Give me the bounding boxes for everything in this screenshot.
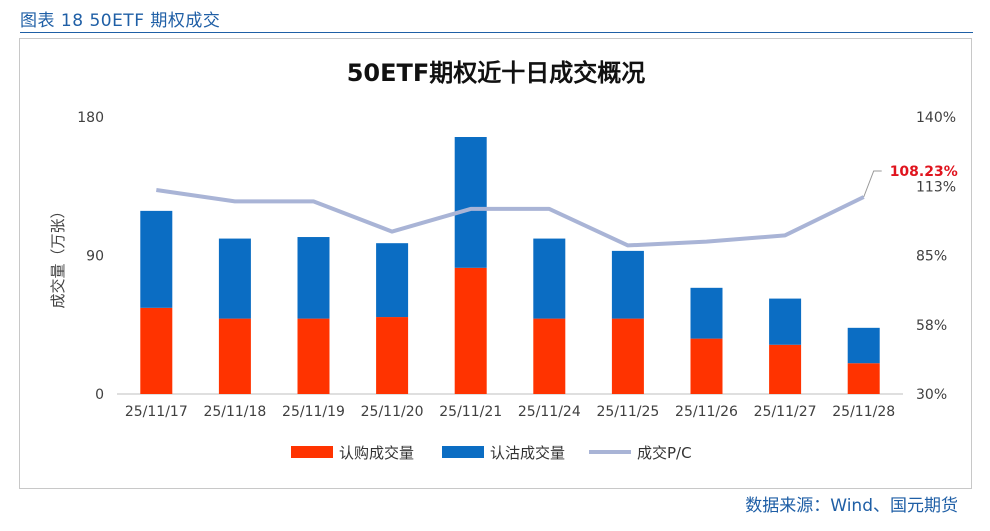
y-tick-label: 180	[77, 110, 104, 126]
pc-ratio-line	[156, 188, 865, 248]
put-volume-bar	[140, 210, 173, 308]
y2-tick-label: 140%	[916, 110, 956, 126]
put-volume-bar	[376, 243, 409, 318]
legend: 认购成交量 认沽成交量 成交P/C	[291, 444, 692, 462]
call-volume-bar	[533, 318, 566, 394]
annotation-leader	[863, 170, 882, 198]
put-volume-bar	[533, 238, 566, 319]
x-tick-label: 25/11/19	[282, 404, 345, 420]
chart-frame	[19, 38, 972, 489]
put-volume-bar	[454, 137, 487, 268]
y2-tick-label: 30%	[916, 387, 947, 403]
annotation-label: 108.23%	[890, 164, 958, 180]
x-tick-label: 25/11/27	[754, 404, 817, 420]
x-tick-label: 25/11/21	[439, 404, 502, 420]
x-tick-label: 25/11/24	[518, 404, 581, 420]
figure-title: 图表 18 50ETF 期权成交	[20, 11, 221, 31]
pc-line-group: 108.23%	[156, 164, 958, 248]
call-volume-bar	[847, 363, 880, 394]
put-volume-bar	[297, 237, 330, 319]
y2-tick-label: 85%	[916, 249, 947, 265]
call-volume-bar	[690, 338, 723, 394]
x-tick-label: 25/11/26	[675, 404, 738, 420]
y2-tick-label: 58%	[916, 318, 947, 334]
call-volume-bar	[454, 267, 487, 394]
legend-swatch	[442, 446, 484, 458]
put-volume-bar	[218, 238, 251, 319]
y2-tick-label: 113%	[916, 179, 956, 195]
call-volume-bar	[611, 318, 644, 394]
call-volume-bar	[376, 317, 409, 394]
x-tick-label: 25/11/17	[125, 404, 188, 420]
tick-labels: 0 90 180 30% 58% 85% 113% 140% 25/11/17 25/11/18 2…	[77, 110, 956, 420]
y-tick-label: 0	[95, 387, 104, 403]
x-tick-label: 25/11/25	[596, 404, 659, 420]
y-tick-label: 90	[86, 249, 104, 265]
y-axis-label: 成交量（万张）	[49, 203, 67, 308]
legend-swatch	[291, 446, 333, 458]
call-volume-bar	[297, 318, 330, 394]
data-source: 数据来源：Wind、国元期货	[745, 496, 958, 516]
call-volume-bar	[218, 318, 251, 394]
call-volume-bar	[140, 307, 173, 394]
x-tick-label: 25/11/28	[832, 404, 895, 420]
legend-label: 认购成交量	[339, 444, 414, 462]
legend-label: 成交P/C	[637, 444, 692, 462]
put-volume-bar	[611, 250, 644, 319]
chart-title: 50ETF期权近十日成交概况	[347, 59, 646, 87]
header-rule	[20, 32, 973, 33]
legend-label: 认沽成交量	[490, 444, 565, 462]
bars	[140, 137, 880, 394]
x-tick-label: 25/11/20	[361, 404, 424, 420]
call-volume-bar	[769, 344, 802, 394]
put-volume-bar	[690, 287, 723, 339]
x-tick-label: 25/11/18	[203, 404, 266, 420]
put-volume-bar	[847, 327, 880, 364]
put-volume-bar	[769, 298, 802, 345]
